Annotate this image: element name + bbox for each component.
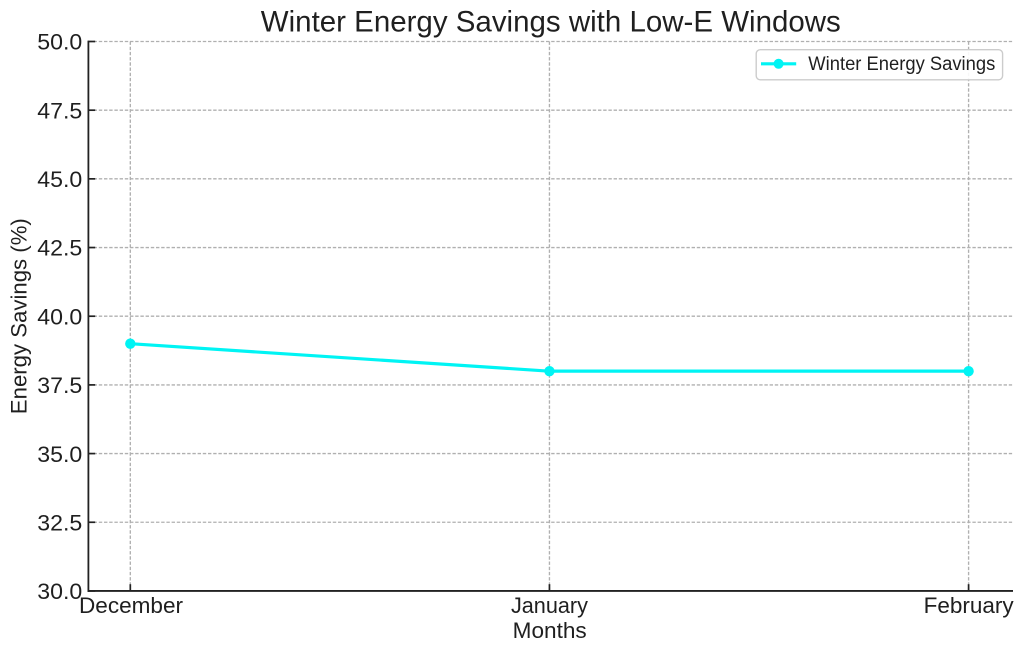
svg-text:40.0: 40.0 xyxy=(37,304,82,329)
svg-text:32.5: 32.5 xyxy=(37,511,82,536)
svg-text:December: December xyxy=(79,593,184,618)
svg-text:50.0: 50.0 xyxy=(37,30,82,55)
svg-text:42.5: 42.5 xyxy=(37,236,82,261)
svg-text:35.0: 35.0 xyxy=(37,442,82,467)
svg-text:Winter Energy Savings with Low: Winter Energy Savings with Low-E Windows xyxy=(261,6,841,39)
svg-text:February: February xyxy=(924,593,1015,618)
svg-text:January: January xyxy=(511,593,589,618)
svg-text:47.5: 47.5 xyxy=(37,98,82,123)
svg-text:Energy Savings (%): Energy Savings (%) xyxy=(6,218,31,414)
svg-text:37.5: 37.5 xyxy=(37,373,82,398)
svg-text:30.0: 30.0 xyxy=(37,579,82,604)
svg-text:Winter Energy Savings: Winter Energy Savings xyxy=(808,53,995,75)
svg-text:45.0: 45.0 xyxy=(37,167,82,192)
svg-text:Months: Months xyxy=(513,618,587,643)
